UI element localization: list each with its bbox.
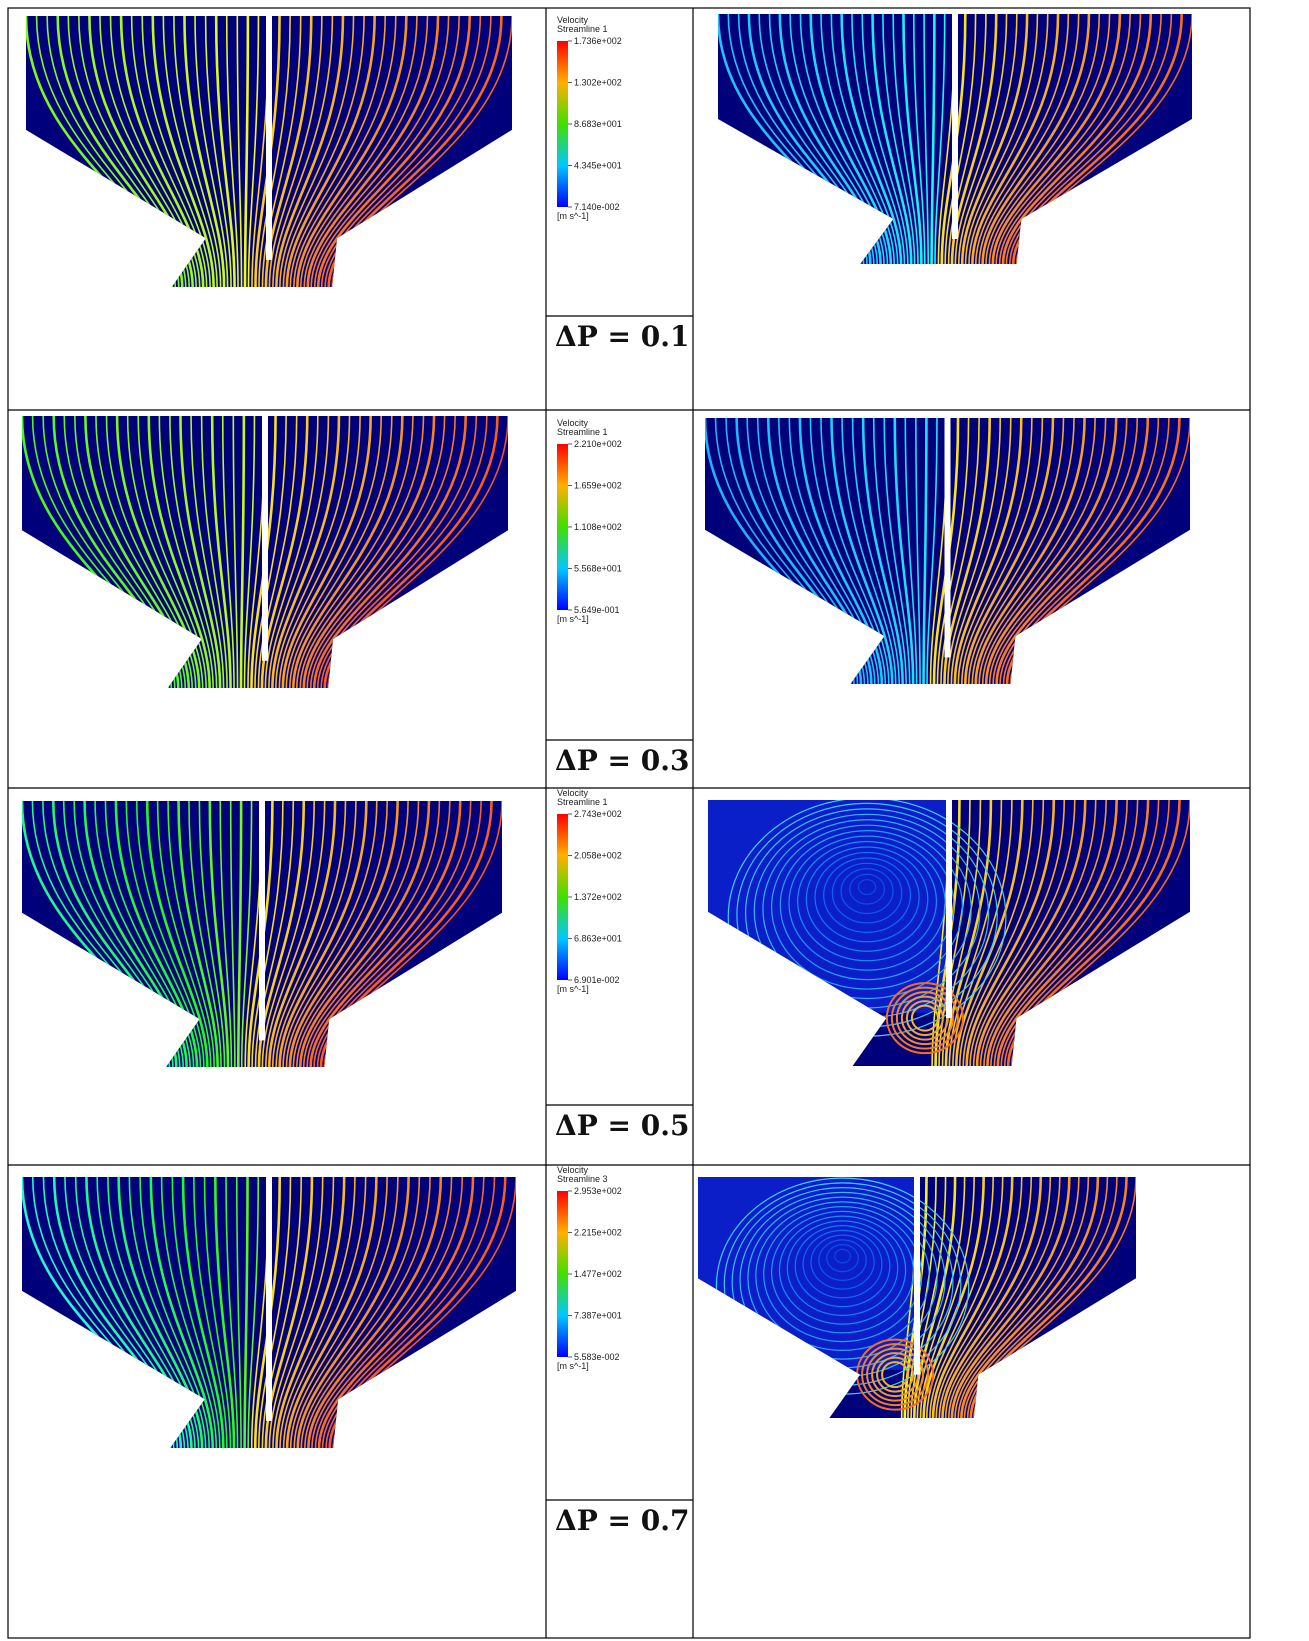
legend-tick-label: 5.568e+001 <box>574 564 622 574</box>
color-bar <box>557 1191 568 1357</box>
pressure-label: ΔP = 0.7 <box>555 1504 689 1537</box>
pressure-label: ΔP = 0.1 <box>555 320 689 353</box>
legend-tick-label: 1.108e+002 <box>574 522 622 532</box>
divider-wall <box>266 1177 272 1421</box>
legend-tick-label: 6.863e+001 <box>574 934 622 944</box>
legend-tick-label: 8.683e+001 <box>574 119 622 129</box>
legend-name: Streamline 3 <box>557 1174 608 1184</box>
pressure-label: ΔP = 0.3 <box>555 744 689 777</box>
legend-tick-label: 2.953e+002 <box>574 1186 622 1196</box>
figure-table: VelocityStreamline 11.736e+0021.302e+002… <box>0 0 1309 1641</box>
color-bar <box>557 444 568 610</box>
pressure-label: ΔP = 0.5 <box>555 1109 689 1142</box>
divider-wall <box>946 800 952 1018</box>
legend-tick-label: 2.058e+002 <box>574 851 622 861</box>
legend-tick-label: 2.743e+002 <box>574 809 622 819</box>
legend-tick-label: 2.215e+002 <box>574 1228 622 1238</box>
legend-tick-label: 7.387e+001 <box>574 1311 622 1321</box>
legend-unit: [m s^-1] <box>557 1361 589 1371</box>
legend-tick-label: 4.345e+001 <box>574 161 622 171</box>
color-bar <box>557 41 568 207</box>
legend-tick-label: 1.736e+002 <box>574 36 622 46</box>
divider-wall <box>945 418 951 657</box>
legend-name: Streamline 1 <box>557 24 608 34</box>
divider-wall <box>259 801 265 1040</box>
legend-name: Streamline 1 <box>557 427 608 437</box>
legend-tick-label: 1.659e+002 <box>574 481 622 491</box>
legend-name: Streamline 1 <box>557 797 608 807</box>
legend-tick-label: 1.302e+002 <box>574 78 622 88</box>
legend-unit: [m s^-1] <box>557 614 589 624</box>
legend-tick-label: 1.477e+002 <box>574 1269 622 1279</box>
legend-tick-label: 2.210e+002 <box>574 439 622 449</box>
legend-tick-label: 1.372e+002 <box>574 892 622 902</box>
divider-wall <box>262 416 268 661</box>
divider-wall <box>266 16 272 260</box>
divider-wall <box>952 14 958 239</box>
legend-unit: [m s^-1] <box>557 984 589 994</box>
color-bar <box>557 814 568 980</box>
legend-unit: [m s^-1] <box>557 211 589 221</box>
divider-wall <box>914 1177 920 1375</box>
